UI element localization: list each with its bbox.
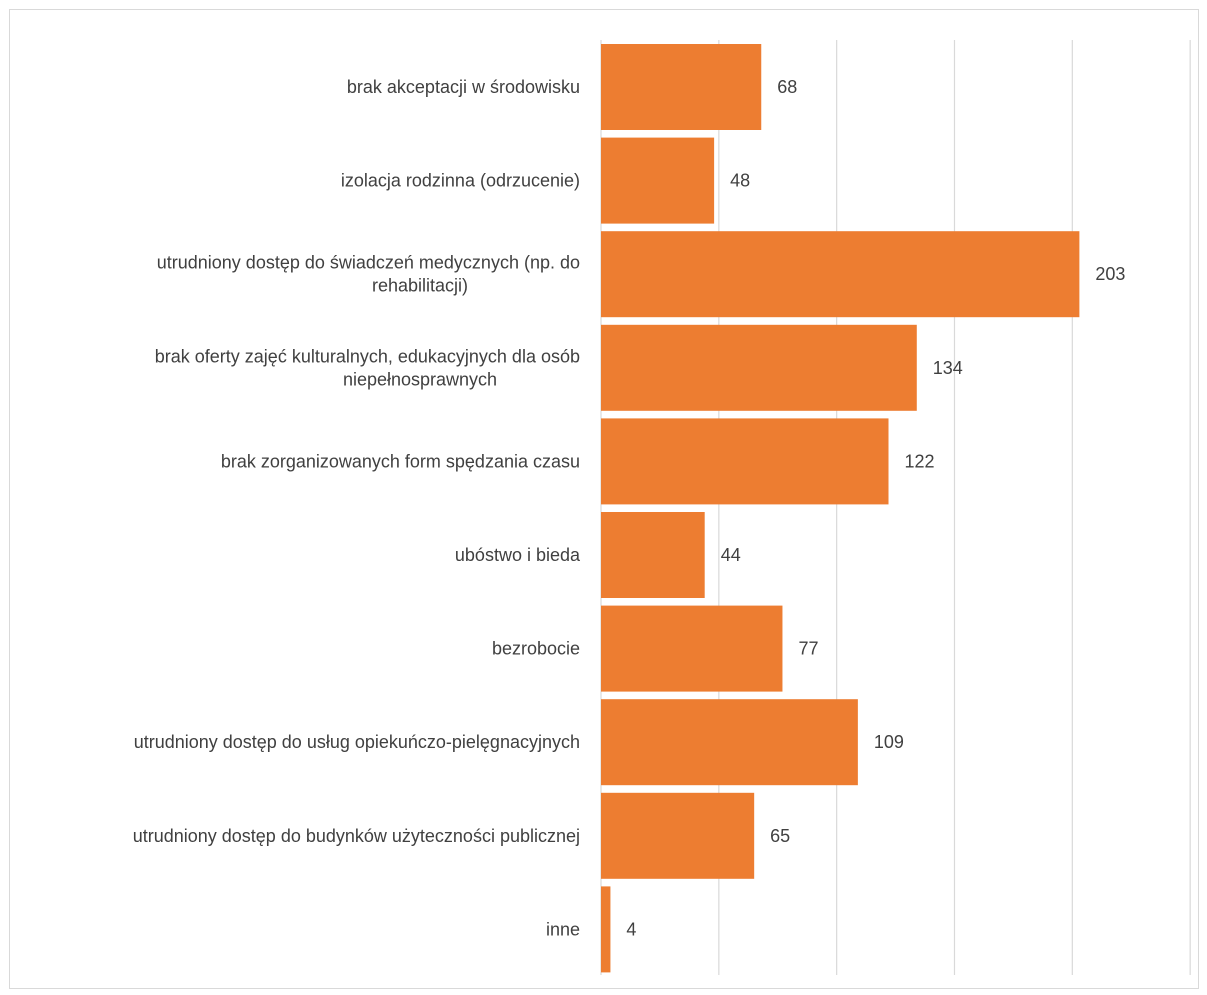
- value-label: 122: [905, 451, 935, 471]
- bar: [601, 699, 858, 786]
- bar: [601, 418, 889, 505]
- bars: [601, 44, 1080, 973]
- category-label: bezrobocie: [492, 639, 580, 659]
- value-labels: 68 48 203 134 122 44 77 109 65 4: [626, 77, 1125, 939]
- category-label: utrudniony dostęp do świadczeń medycznyc…: [157, 253, 580, 296]
- value-label: 44: [721, 545, 741, 565]
- bar: [601, 886, 611, 973]
- value-label: 109: [874, 732, 904, 752]
- value-label: 65: [770, 826, 790, 846]
- category-label: ubóstwo i bieda: [455, 545, 581, 565]
- category-label: utrudniony dostęp do budynków użytecznoś…: [133, 826, 580, 846]
- value-label: 48: [730, 171, 750, 191]
- category-label: brak oferty zajęć kulturalnych, edukacyj…: [155, 346, 580, 389]
- category-label-line: utrudniony dostęp do świadczeń medycznyc…: [157, 253, 580, 273]
- value-label: 4: [626, 919, 636, 939]
- bar: [601, 44, 762, 130]
- category-label-line: brak oferty zajęć kulturalnych, edukacyj…: [155, 346, 580, 366]
- category-label: utrudniony dostęp do usług opiekuńczo-pi…: [134, 732, 580, 752]
- value-label: 68: [777, 77, 797, 97]
- bar: [601, 792, 755, 879]
- category-label-line: rehabilitacji): [372, 276, 468, 296]
- bar: [601, 231, 1080, 318]
- category-label: izolacja rodzinna (odrzucenie): [341, 171, 580, 191]
- category-label: brak zorganizowanych form spędzania czas…: [221, 451, 580, 471]
- value-label: 134: [933, 358, 963, 378]
- bar: [601, 512, 705, 598]
- value-label: 203: [1095, 264, 1125, 284]
- category-label: brak akceptacji w środowisku: [347, 77, 580, 97]
- category-label-line: niepełnosprawnych: [343, 369, 497, 389]
- value-label: 77: [798, 639, 818, 659]
- bar: [601, 324, 917, 411]
- bar: [601, 137, 715, 224]
- bar: [601, 605, 783, 692]
- category-labels: brak akceptacji w środowisku izolacja rod…: [133, 77, 581, 939]
- category-label: inne: [546, 919, 580, 939]
